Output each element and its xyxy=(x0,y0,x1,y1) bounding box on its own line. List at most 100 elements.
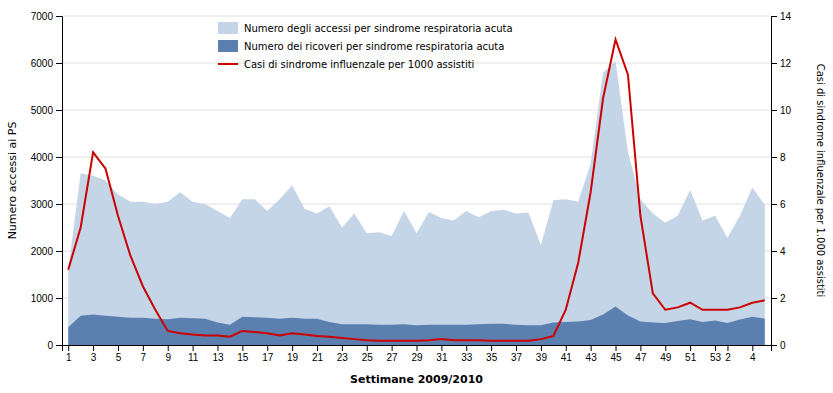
x-tick-label: 39 xyxy=(536,352,548,363)
x-tick: 17 xyxy=(262,345,274,363)
y-tick-label: 0 xyxy=(47,340,53,351)
y-axis-line xyxy=(56,17,63,346)
x-tick: 3 xyxy=(91,345,97,363)
x-tick: 9 xyxy=(165,345,171,363)
x-axis-title: Settimane 2009/2010 xyxy=(350,373,483,386)
legend-swatch xyxy=(218,22,238,34)
x-tick: 15 xyxy=(237,345,249,363)
y-tick-label: 2000 xyxy=(31,246,54,257)
grid xyxy=(62,16,771,345)
x-tick-mark xyxy=(566,345,567,351)
legend-item: Numero degli accessi per sindrome respir… xyxy=(218,22,513,34)
x-tick-label: 41 xyxy=(561,352,573,363)
y2-tick-mark xyxy=(771,345,777,346)
x-tick-mark xyxy=(392,345,393,351)
y2-tick-mark xyxy=(771,204,777,205)
x-tick-label: 3 xyxy=(91,352,97,363)
y-tick-mark xyxy=(56,251,62,252)
y-tick: 5000 xyxy=(31,105,62,116)
y2-axis-title: Casi di sindrome influenzale per 1.000 a… xyxy=(815,64,826,298)
x-tick-mark xyxy=(93,345,94,351)
x-tick-mark xyxy=(466,345,467,351)
x-tick-mark xyxy=(367,345,368,351)
x-tick-label: 4 xyxy=(750,352,756,363)
x-tick-mark xyxy=(690,345,691,351)
x-tick: 51 xyxy=(685,345,697,363)
y-axis-title: Numero accessi ai PS xyxy=(6,122,19,240)
legend-item: Numero dei ricoveri per sindrome respira… xyxy=(218,40,504,52)
y2-tick-mark xyxy=(771,16,777,17)
x-tick-mark xyxy=(193,345,194,351)
x-tick-label: 53 xyxy=(710,352,722,363)
x-tick-mark xyxy=(441,345,442,351)
x-tick: 21 xyxy=(312,345,324,363)
x-tick-label: 35 xyxy=(486,352,498,363)
x-tick-label: 27 xyxy=(387,352,399,363)
x-tick-mark xyxy=(342,345,343,351)
y2-tick-label: 0 xyxy=(780,340,786,351)
x-tick-mark xyxy=(491,345,492,351)
y-axis: 0 1000 2000 3000 4000 5000 6000 7000 xyxy=(31,11,63,351)
x-tick: 37 xyxy=(511,345,523,363)
x-tick: 29 xyxy=(411,345,423,363)
y-tick: 0 xyxy=(47,340,62,351)
x-tick-mark xyxy=(168,345,169,351)
legend: Numero degli accessi per sindrome respir… xyxy=(218,22,513,70)
y-tick: 6000 xyxy=(31,58,62,69)
y2-tick-label: 12 xyxy=(780,58,792,69)
x-tick: 39 xyxy=(536,345,548,363)
x-tick: 49 xyxy=(660,345,672,363)
x-tick-label: 17 xyxy=(262,352,274,363)
y-tick-label: 4000 xyxy=(31,152,54,163)
x-axis: 1357911131517192123252729313335373941434… xyxy=(63,345,772,363)
legend-label: Casi di sindrome influenzale per 1000 as… xyxy=(244,59,474,70)
y2-tick-label: 8 xyxy=(780,152,786,163)
x-tick-label: 21 xyxy=(312,352,324,363)
grid-line xyxy=(62,16,771,17)
x-tick: 33 xyxy=(461,345,473,363)
y2-tick: 12 xyxy=(771,58,792,69)
x-tick-mark xyxy=(317,345,318,351)
x-tick: 41 xyxy=(561,345,573,363)
y2-tick-mark xyxy=(771,298,777,299)
legend-swatch xyxy=(218,63,238,65)
y2-tick-label: 2 xyxy=(780,293,786,304)
legend-item: Casi di sindrome influenzale per 1000 as… xyxy=(218,59,474,70)
legend-label: Numero degli accessi per sindrome respir… xyxy=(244,23,513,34)
x-tick-mark xyxy=(616,345,617,351)
y2-tick: 0 xyxy=(771,340,786,351)
y-tick-mark xyxy=(56,63,62,64)
plot-area xyxy=(68,40,765,346)
y-tick: 1000 xyxy=(31,293,62,304)
x-tick: 1 xyxy=(66,345,72,363)
y2-tick: 8 xyxy=(771,152,786,163)
x-tick-mark xyxy=(242,345,243,351)
y2-axis-line xyxy=(772,17,778,346)
y2-tick-mark xyxy=(771,157,777,158)
x-tick-mark xyxy=(591,345,592,351)
x-tick: 43 xyxy=(586,345,598,363)
x-tick-mark xyxy=(541,345,542,351)
y-tick: 7000 xyxy=(31,11,62,22)
x-tick: 45 xyxy=(610,345,622,363)
chart: 1357911131517192123252729313335373941434… xyxy=(0,0,833,393)
x-tick-mark xyxy=(727,345,728,351)
y2-tick: 2 xyxy=(771,293,786,304)
x-tick-label: 19 xyxy=(287,352,299,363)
y-tick-label: 5000 xyxy=(31,105,54,116)
x-tick-mark xyxy=(417,345,418,351)
y-tick-label: 3000 xyxy=(31,199,54,210)
x-tick-mark xyxy=(665,345,666,351)
area xyxy=(68,306,765,345)
x-tick: 47 xyxy=(635,345,647,363)
x-tick-mark xyxy=(217,345,218,351)
x-tick-label: 31 xyxy=(436,352,448,363)
x-tick-mark xyxy=(292,345,293,351)
x-tick: 11 xyxy=(188,345,199,363)
legend-label: Numero dei ricoveri per sindrome respira… xyxy=(244,41,504,52)
y-tick-mark xyxy=(56,110,62,111)
y2-tick: 14 xyxy=(771,11,792,22)
grid-line xyxy=(62,110,771,111)
x-tick-label: 45 xyxy=(610,352,622,363)
y-tick-mark xyxy=(56,157,62,158)
